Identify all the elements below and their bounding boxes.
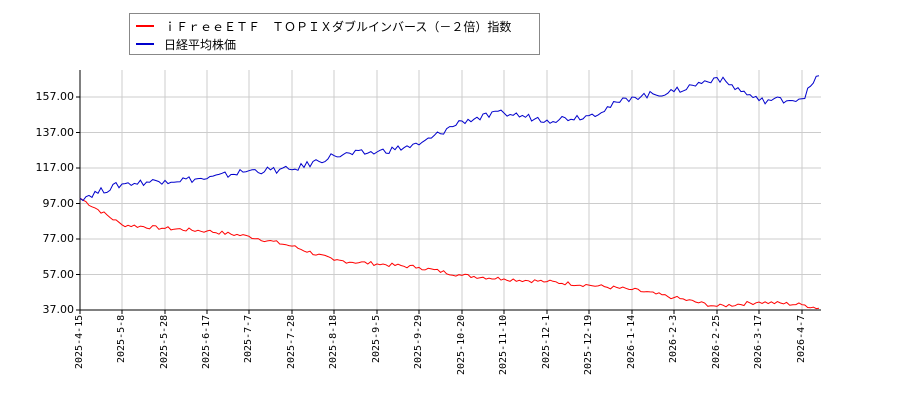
- x-tick-label: 2025-12-1: [541, 314, 552, 369]
- y-tick-label: 77.00: [42, 232, 75, 245]
- legend-label: 日経平均株価: [164, 37, 237, 52]
- x-tick-label: 2026-2-25: [711, 314, 722, 369]
- x-tick-label: 2026-3-17: [753, 314, 764, 369]
- x-tick-label: 2025-8-18: [328, 314, 339, 369]
- x-tick-label: 2025-5-8: [116, 314, 127, 363]
- legend-swatch-blue: [136, 43, 154, 45]
- x-tick-label: 2025-6-17: [201, 314, 212, 369]
- x-tick-label: 2026-1-14: [626, 314, 637, 369]
- x-tick-label: 2025-11-10: [498, 314, 509, 375]
- legend-item-nikkei-225: 日経平均株価: [136, 35, 236, 53]
- x-tick-label: 2025-9-5: [371, 314, 382, 363]
- x-tick-label: 2025-9-29: [413, 314, 424, 369]
- x-tick-label: 2025-4-15: [74, 314, 85, 369]
- x-tick-label: 2025-7-7: [243, 314, 254, 363]
- x-tick-label: 2025-7-28: [286, 314, 297, 369]
- y-tick-label: 37.00: [42, 303, 75, 316]
- y-tick-label: 157.00: [35, 90, 75, 103]
- x-tick-label: 2025-12-19: [583, 314, 594, 375]
- x-tick-label: 2026-4-7: [796, 314, 807, 363]
- y-tick-label: 137.00: [35, 125, 75, 139]
- chart-legend: ｉＦｒｅｅＥＴＦ ＴＯＰＩＸダブルインバース（－２倍）指数 日経平均株価: [129, 13, 540, 55]
- y-tick-label: 97.00: [42, 196, 75, 210]
- x-tick-label: 2025-5-28: [159, 314, 170, 369]
- x-tick-label: 2025-10-20: [456, 314, 467, 375]
- series-line-topix-double-inverse: [79, 197, 820, 310]
- series-line-nikkei-225: [79, 75, 820, 202]
- grid-lines: [80, 70, 821, 311]
- legend-item-topix-double-inverse: ｉＦｒｅｅＥＴＦ ＴＯＰＩＸダブルインバース（－２倍）指数: [136, 17, 511, 35]
- legend-swatch-red: [136, 25, 154, 27]
- y-tick-label: 57.00: [42, 267, 75, 281]
- x-tick-label: 2026-2-3: [668, 314, 679, 363]
- axes: [76, 70, 821, 314]
- y-tick-label: 117.00: [35, 161, 75, 174]
- legend-label: ｉＦｒｅｅＥＴＦ ＴＯＰＩＸダブルインバース（－２倍）指数: [164, 19, 512, 34]
